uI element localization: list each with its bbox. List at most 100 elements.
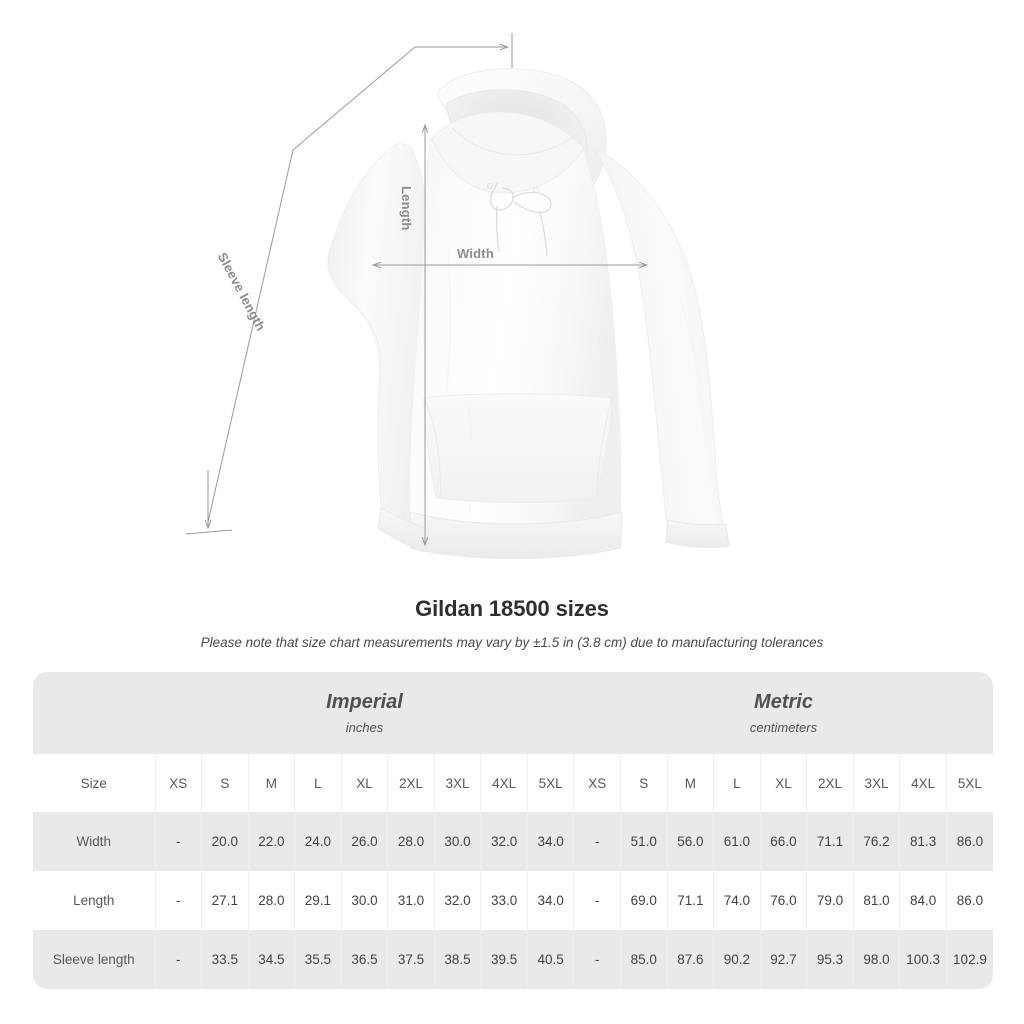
unit-system-name: Metric: [754, 691, 813, 713]
measurement-cell: 27.1: [201, 871, 249, 930]
measurement-cell: 31.0: [387, 871, 435, 930]
measurement-cell: 32.0: [480, 812, 528, 871]
measurement-cell: 69.0: [620, 871, 668, 930]
measurement-cell: 92.7: [760, 930, 808, 989]
measurement-cell: 34.5: [248, 930, 296, 989]
measurement-cell: 20.0: [201, 812, 249, 871]
measurement-cell: 98.0: [853, 930, 901, 989]
size-header-row: Size XS S M L XL 2XL 3XL 4XL 5XL XS S M L XL 2XL 3XL 4XL 5…: [33, 754, 994, 812]
unit-system-header-metric: Metric centimeters: [573, 672, 994, 754]
measurement-cell: 26.0: [341, 812, 389, 871]
width-dimension-label: Width: [457, 246, 494, 261]
measurement-cell: 61.0: [713, 812, 761, 871]
table-row: Length -27.1 28.0 29.1 30.0 31.0 32.0 33.0 34.0-…: [33, 871, 994, 930]
measurement-cell: 38.5: [434, 930, 482, 989]
measurement-cell: 28.0: [248, 871, 296, 930]
measurement-cell: 84.0: [899, 871, 947, 930]
sleeve-bottom-tick: [185, 529, 233, 535]
size-column-header: XL: [341, 754, 389, 812]
measurement-cell: 95.3: [806, 930, 854, 989]
measurement-cell: 30.0: [434, 812, 482, 871]
measurement-cell: 76.2: [853, 812, 901, 871]
measurement-cell: -: [155, 812, 203, 871]
size-column-header: 2XL: [806, 754, 854, 812]
size-column-header: 4XL: [899, 754, 947, 812]
hoodie-body-shape: [327, 68, 730, 560]
size-column-header: 5XL: [527, 754, 575, 812]
size-header-label: Size: [33, 754, 156, 812]
size-column-header: 2XL: [387, 754, 435, 812]
measurement-cell: 71.1: [667, 871, 715, 930]
sleeve-measure-line: [207, 46, 416, 523]
measurement-cell: 33.0: [480, 871, 528, 930]
measurement-cell: 40.5: [527, 930, 575, 989]
unit-system-name: Imperial: [326, 691, 403, 713]
size-chart-container: Imperial inches Metric centimeters Size XS S M L…: [33, 672, 994, 989]
measurement-cell: 81.0: [853, 871, 901, 930]
title-block: Gildan 18500 sizes Please note that size…: [0, 596, 1024, 650]
size-column-header: XS: [155, 754, 203, 812]
measurement-cell: 22.0: [248, 812, 296, 871]
measurement-cell: 66.0: [760, 812, 808, 871]
measurement-cell: 37.5: [387, 930, 435, 989]
size-column-header: 3XL: [434, 754, 482, 812]
measurement-cell: -: [573, 812, 622, 871]
measurement-cell: 51.0: [620, 812, 668, 871]
tolerance-note: Please note that size chart measurements…: [200, 635, 824, 650]
measurement-cell: 35.5: [294, 930, 342, 989]
measurement-cell: 28.0: [387, 812, 435, 871]
measurement-cell: 79.0: [806, 871, 854, 930]
measurement-cell: -: [155, 930, 203, 989]
measurement-row-label: Length: [33, 871, 156, 930]
banner-blank-cell: [33, 672, 155, 754]
measurement-cell: -: [573, 871, 622, 930]
measurement-cell: 34.0: [527, 871, 575, 930]
size-column-header: 5XL: [946, 754, 994, 812]
size-column-header: S: [620, 754, 668, 812]
garment-illustration: Width Length Sleeve length: [185, 33, 730, 560]
page-title: Gildan 18500 sizes: [415, 596, 609, 621]
measurement-cell: 56.0: [667, 812, 715, 871]
table-row: Width -20.0 22.0 24.0 26.0 28.0 30.0 32.0 34.0-5…: [33, 812, 994, 871]
measurement-cell: -: [573, 930, 622, 989]
unit-system-banner-row: Imperial inches Metric centimeters: [33, 672, 994, 754]
measurement-cell: -: [155, 871, 203, 930]
measurement-cell: 74.0: [713, 871, 761, 930]
measurement-cell: 29.1: [294, 871, 342, 930]
measurement-row-label: Width: [33, 812, 156, 871]
measurement-cell: 30.0: [341, 871, 389, 930]
measurement-cell: 36.5: [341, 930, 389, 989]
measurement-annotations: [185, 33, 647, 545]
unit-system-header-imperial: Imperial inches: [155, 672, 574, 754]
size-column-header: 3XL: [853, 754, 901, 812]
size-column-header: L: [713, 754, 761, 812]
measurement-cell: 86.0: [946, 812, 994, 871]
measurement-cell: 90.2: [713, 930, 761, 989]
measurement-cell: 71.1: [806, 812, 854, 871]
measurement-cell: 32.0: [434, 871, 482, 930]
measurement-cell: 24.0: [294, 812, 342, 871]
measurement-cell: 86.0: [946, 871, 994, 930]
unit-measure-name: centimeters: [749, 720, 818, 735]
measurement-cell: 85.0: [620, 930, 668, 989]
table-row: Sleeve length -33.5 34.5 35.5 36.5 37.5 38.5 39…: [33, 930, 994, 989]
size-column-header: 4XL: [480, 754, 528, 812]
size-column-header: XS: [573, 754, 622, 812]
measurement-cell: 87.6: [667, 930, 715, 989]
measurement-cell: 102.9: [946, 930, 994, 989]
measurement-cell: 81.3: [899, 812, 947, 871]
size-column-header: L: [294, 754, 342, 812]
size-column-header: M: [667, 754, 715, 812]
measurement-cell: 34.0: [527, 812, 575, 871]
unit-measure-name: inches: [345, 720, 384, 735]
size-column-header: XL: [760, 754, 808, 812]
size-column-header: S: [201, 754, 249, 812]
length-dimension-label: Length: [399, 186, 414, 231]
measurement-cell: 33.5: [201, 930, 249, 989]
measurement-cell: 76.0: [760, 871, 808, 930]
size-column-header: M: [248, 754, 296, 812]
hoodie-drawing: [185, 33, 730, 560]
measurement-cell: 100.3: [899, 930, 947, 989]
size-chart-table: Imperial inches Metric centimeters Size XS S M L…: [33, 672, 994, 989]
measurement-cell: 39.5: [480, 930, 528, 989]
